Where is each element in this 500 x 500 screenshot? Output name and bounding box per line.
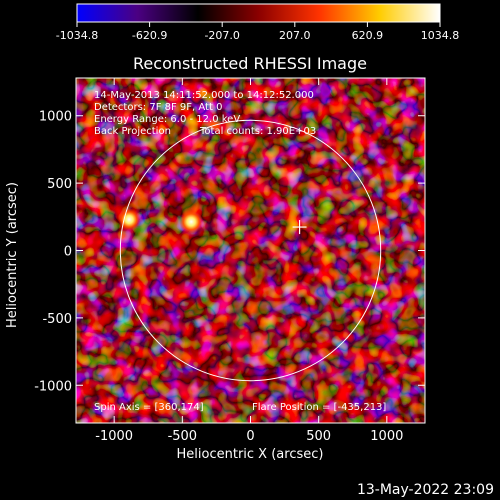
spin-axis-marker — [292, 220, 307, 235]
x-axis-label: Heliocentric X (arcsec) — [177, 447, 324, 462]
colorbar: -1034.8 -620.9 -207.0 207.0 620.9 1034.8 — [56, 3, 459, 42]
x-tick-label: 500 — [306, 429, 331, 444]
y-tick-label: 0 — [64, 245, 72, 260]
colorbar-tick-label: 1034.8 — [421, 29, 460, 42]
y-tick-label: 1000 — [39, 110, 72, 125]
timestamp: 13-May-2022 23:09 — [357, 482, 494, 498]
x-tick-label: -1000 — [95, 429, 133, 444]
y-axis-ticks: -1000 -500 0 500 1000 — [34, 110, 425, 394]
colorbar-tick-label: -620.9 — [132, 29, 167, 42]
colorbar-tick-label: -207.0 — [204, 29, 239, 42]
bright-source — [117, 208, 141, 231]
colorbar-tick-label: 207.0 — [279, 29, 311, 42]
colorbar-bar — [76, 3, 441, 23]
x-tick-label: 0 — [246, 429, 254, 444]
y-tick-label: -500 — [42, 312, 72, 327]
time-range-text: 14-May-2013 14:11:52.000 to 14:12:52.000 — [94, 90, 314, 101]
image-noise — [76, 78, 425, 423]
flare-position-text: Flare Position = [-435,213] — [252, 402, 386, 413]
method-text: Back Projection — [94, 126, 171, 137]
x-axis-ticks: -1000 -500 0 500 1000 — [95, 78, 403, 444]
chart-title: Reconstructed RHESSI Image — [133, 54, 367, 73]
x-tick-label: 1000 — [370, 429, 403, 444]
colorbar-tick-label: 620.9 — [352, 29, 384, 42]
detectors-text: Detectors: 7F 8F 9F, Att 0 — [94, 102, 222, 113]
y-tick-label: 500 — [47, 177, 72, 192]
solar-limb — [119, 119, 382, 382]
plot-area: -1000 -500 0 500 1000 -1000 -500 0 500 1000 — [34, 77, 426, 444]
x-tick-label: -500 — [168, 429, 198, 444]
spin-axis-text: Spin Axis = [360,174] — [94, 402, 204, 413]
bright-sources — [117, 208, 204, 234]
y-tick-label: -1000 — [34, 379, 72, 394]
energy-range-text: Energy Range: 6.0 - 12.0 keV — [94, 114, 240, 125]
y-axis-label: Heliocentric Y (arcsec) — [5, 182, 20, 328]
colorbar-ticks: -1034.8 -620.9 -207.0 207.0 620.9 1034.8 — [56, 22, 459, 42]
colorbar-tick-label: -1034.8 — [56, 29, 98, 42]
total-counts-text: Total counts: 1.90E+03 — [199, 126, 316, 137]
annotations: 14-May-2013 14:11:52.000 to 14:12:52.000… — [94, 90, 386, 413]
bright-source — [179, 209, 204, 234]
